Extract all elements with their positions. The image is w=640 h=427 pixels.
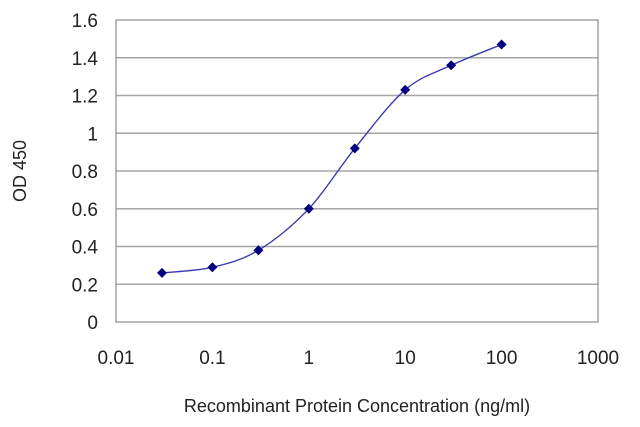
data-point [400,84,411,95]
y-tick-labels: 0 0.2 0.4 0.6 0.8 1 1.2 1.4 1.6 [72,11,99,334]
data-point [207,262,218,273]
series-curve [161,43,502,274]
x-tick-label: 1 [304,348,315,369]
grid-lines [116,57,598,285]
y-tick-label: 1.4 [72,49,99,70]
x-tick-labels: 0.01 0.1 1 10 100 1000 [98,348,620,369]
y-tick-label: 1 [87,124,98,145]
y-tick-label: 0.4 [72,238,99,259]
data-point [156,267,167,278]
x-tick-label: 1000 [577,348,619,369]
x-tick-label: 0.01 [98,348,135,369]
plot-area [115,19,599,323]
x-axis-title: Recombinant Protein Concentration (ng/ml… [184,396,530,416]
y-tick-label: 1.6 [72,11,98,32]
y-tick-label: 0.6 [72,200,98,221]
x-tick-label: 10 [395,348,416,369]
data-point [446,60,457,71]
x-tick-label: 100 [486,348,518,369]
y-axis-title: OD 450 [10,140,30,202]
y-tick-label: 0.8 [72,162,98,183]
y-tick-label: 0.2 [72,275,98,296]
y-tick-label: 0 [87,313,98,334]
data-point [303,203,314,214]
data-points [156,39,507,278]
data-point [349,143,360,154]
data-point [496,39,507,50]
y-tick-label: 1.2 [72,87,98,108]
data-point [253,245,264,256]
x-tick-label: 0.1 [199,348,225,369]
